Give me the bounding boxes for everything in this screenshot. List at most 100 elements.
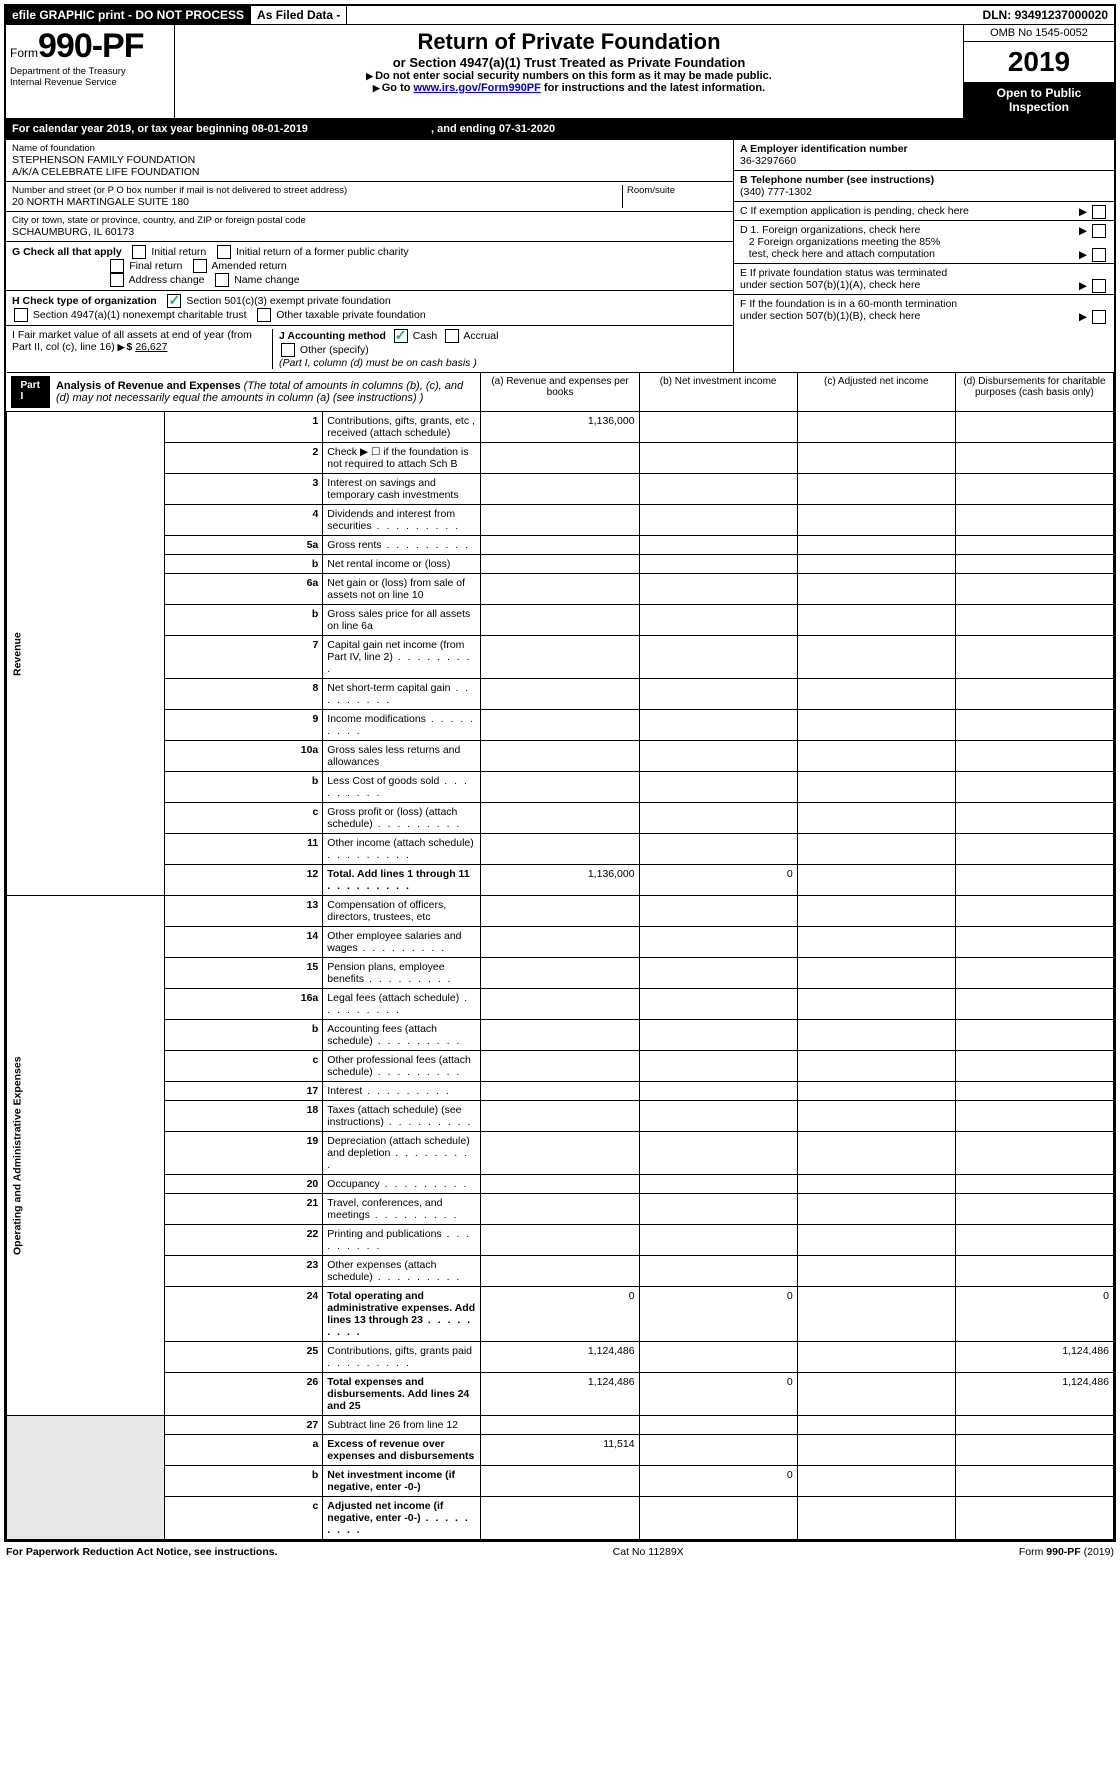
row-val-c (797, 989, 955, 1020)
chk-final[interactable] (110, 259, 124, 273)
row-val-d (955, 1082, 1113, 1101)
row-val-d (955, 896, 1113, 927)
row-number: 16a (165, 989, 323, 1020)
row-val-d (955, 636, 1113, 679)
chk-f[interactable] (1092, 310, 1106, 324)
row-val-d: 0 (955, 1287, 1113, 1342)
row-desc: Other professional fees (attach schedule… (323, 1051, 481, 1082)
row-val-d: 1,124,486 (955, 1373, 1113, 1416)
row-val-b (639, 536, 797, 555)
irs-link[interactable]: www.irs.gov/Form990PF (414, 82, 541, 94)
row-val-a (481, 958, 639, 989)
row-val-a (481, 1082, 639, 1101)
table-row: Operating and Administrative Expenses13C… (7, 896, 1114, 927)
dln-label: DLN: (983, 8, 1012, 22)
row-desc: Net short-term capital gain (323, 679, 481, 710)
row-val-c (797, 1194, 955, 1225)
row-val-b (639, 1020, 797, 1051)
table-row: 21Travel, conferences, and meetings (7, 1194, 1114, 1225)
row-number: 3 (165, 474, 323, 505)
row-val-b (639, 741, 797, 772)
row-desc: Dividends and interest from securities (323, 505, 481, 536)
row-desc: Check ▶ ☐ if the foundation is not requi… (323, 443, 481, 474)
row-val-b (639, 927, 797, 958)
chk-4947[interactable] (14, 308, 28, 322)
table-row: 17Interest (7, 1082, 1114, 1101)
row-val-d (955, 574, 1113, 605)
row-val-b (639, 803, 797, 834)
row-val-b (639, 896, 797, 927)
chk-d1[interactable] (1092, 224, 1106, 238)
row-number: 23 (165, 1256, 323, 1287)
row-val-b (639, 1256, 797, 1287)
row-val-a (481, 555, 639, 574)
name-cell: Name of foundation STEPHENSON FAMILY FOU… (6, 140, 733, 181)
header-row: Form990-PF Department of the Treasury In… (6, 24, 1114, 118)
a-value: 36-3297660 (740, 155, 796, 167)
side-blank (7, 1416, 165, 1540)
row-val-d (955, 710, 1113, 741)
chk-cash[interactable] (394, 329, 408, 343)
row-desc: Adjusted net income (if negative, enter … (323, 1497, 481, 1540)
table-row: 9Income modifications (7, 710, 1114, 741)
row-number: a (165, 1435, 323, 1466)
row-desc: Depreciation (attach schedule) and deple… (323, 1132, 481, 1175)
row-number: 8 (165, 679, 323, 710)
chk-other[interactable] (281, 343, 295, 357)
table-row: bAccounting fees (attach schedule) (7, 1020, 1114, 1051)
row-desc: Subtract line 26 from line 12 (323, 1416, 481, 1435)
row-number: 7 (165, 636, 323, 679)
chk-501c3[interactable] (167, 294, 181, 308)
row-val-a (481, 1256, 639, 1287)
table-row: 7Capital gain net income (from Part IV, … (7, 636, 1114, 679)
row-val-a: 0 (481, 1287, 639, 1342)
table-row: 11Other income (attach schedule) (7, 834, 1114, 865)
g-o2: Initial return of a former public charit… (236, 246, 409, 258)
row-number: 4 (165, 505, 323, 536)
chk-amended[interactable] (193, 259, 207, 273)
table-row: 6aNet gain or (loss) from sale of assets… (7, 574, 1114, 605)
row-number: 6a (165, 574, 323, 605)
row-val-d (955, 505, 1113, 536)
table-row: 19Depreciation (attach schedule) and dep… (7, 1132, 1114, 1175)
chk-initial-former[interactable] (217, 245, 231, 259)
b-value: (340) 777-1302 (740, 186, 812, 198)
row-val-b (639, 1175, 797, 1194)
chk-other-tax[interactable] (257, 308, 271, 322)
table-row: 26Total expenses and disbursements. Add … (7, 1373, 1114, 1416)
foundation-name-1: STEPHENSON FAMILY FOUNDATION (12, 154, 727, 166)
side-revenue: Revenue (7, 412, 165, 896)
table-row: bNet investment income (if negative, ent… (7, 1466, 1114, 1497)
chk-d2[interactable] (1092, 248, 1106, 262)
i-value: 26,627 (135, 341, 167, 353)
row-desc: Capital gain net income (from Part IV, l… (323, 636, 481, 679)
row-val-c (797, 834, 955, 865)
row-val-b (639, 1435, 797, 1466)
row-val-d (955, 443, 1113, 474)
chk-addr-change[interactable] (110, 273, 124, 287)
chk-name-change[interactable] (215, 273, 229, 287)
row-val-c (797, 741, 955, 772)
row-number: 9 (165, 710, 323, 741)
row-val-d (955, 555, 1113, 574)
row-val-c (797, 505, 955, 536)
row-val-a (481, 1175, 639, 1194)
part1-header-cell: Part I Analysis of Revenue and Expenses … (7, 373, 481, 412)
g-o6: Name change (234, 274, 299, 286)
row-val-a (481, 710, 639, 741)
row-desc: Gross sales price for all assets on line… (323, 605, 481, 636)
form-subtitle: or Section 4947(a)(1) Trust Treated as P… (179, 55, 959, 70)
col-a-header: (a) Revenue and expenses per books (481, 373, 639, 412)
row-val-c (797, 574, 955, 605)
row-val-d (955, 412, 1113, 443)
d2b: test, check here and attach computation (749, 248, 935, 260)
chk-initial[interactable] (132, 245, 146, 259)
row-val-b (639, 1051, 797, 1082)
chk-accrual[interactable] (445, 329, 459, 343)
chk-c[interactable] (1092, 205, 1106, 219)
part-title-b: Analysis of Revenue and Expenses (56, 380, 241, 392)
dln-value: 93491237000020 (1015, 8, 1108, 22)
row-val-d (955, 927, 1113, 958)
chk-e[interactable] (1092, 279, 1106, 293)
g-o1: Initial return (151, 246, 206, 258)
